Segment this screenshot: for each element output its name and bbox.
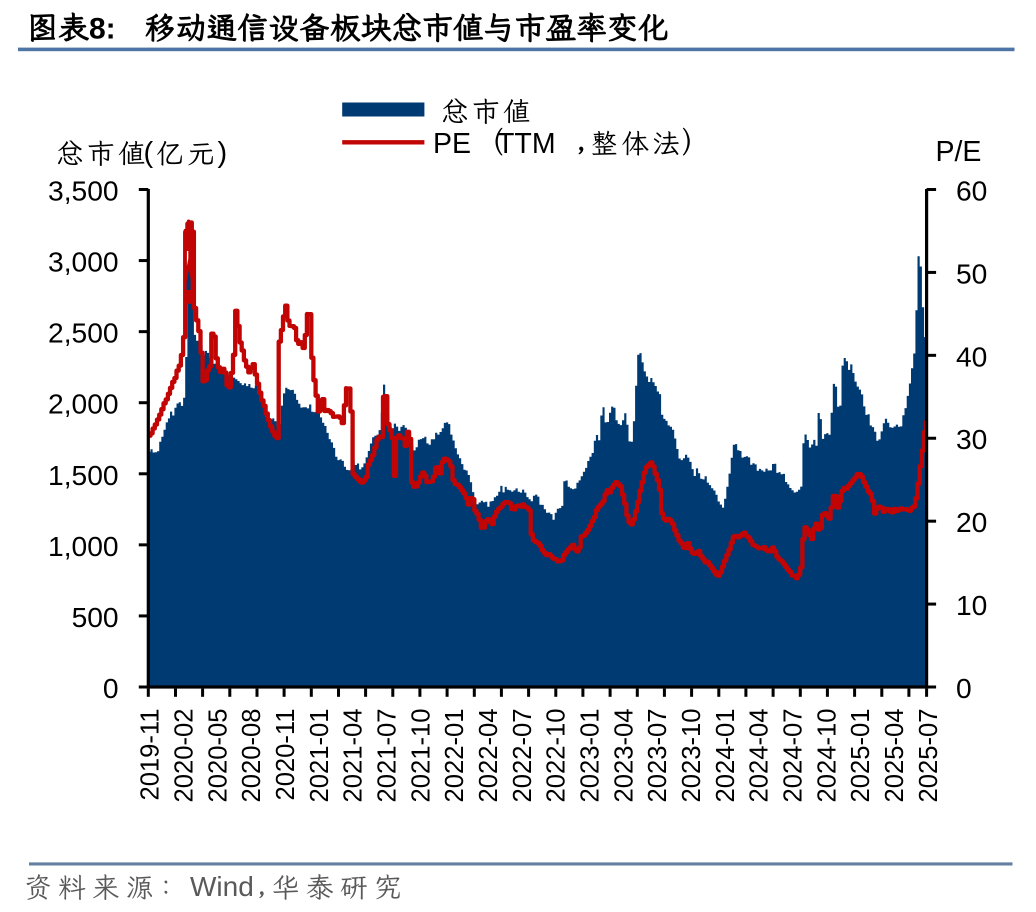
svg-text:20: 20 bbox=[956, 506, 987, 538]
svg-text:P/E: P/E bbox=[936, 136, 982, 168]
svg-text:2023-07: 2023-07 bbox=[644, 709, 672, 803]
svg-text:0: 0 bbox=[103, 672, 119, 704]
svg-text:3,000: 3,000 bbox=[48, 246, 119, 278]
svg-text:2023-10: 2023-10 bbox=[678, 709, 706, 803]
svg-text:2020-02: 2020-02 bbox=[171, 709, 199, 803]
svg-text:2023-01: 2023-01 bbox=[577, 709, 605, 803]
svg-text:2020-11: 2020-11 bbox=[272, 709, 300, 801]
svg-text:(: ( bbox=[144, 137, 154, 169]
svg-text:Wind: Wind bbox=[190, 871, 254, 902]
svg-text:2021-01: 2021-01 bbox=[306, 709, 334, 803]
svg-text:3,500: 3,500 bbox=[48, 175, 119, 207]
svg-text:2025-07: 2025-07 bbox=[915, 709, 943, 803]
svg-text:30: 30 bbox=[956, 423, 987, 455]
svg-text:0: 0 bbox=[956, 672, 972, 704]
svg-text:2020-08: 2020-08 bbox=[238, 709, 266, 803]
svg-text:10: 10 bbox=[956, 589, 987, 621]
svg-text:40: 40 bbox=[956, 340, 987, 372]
svg-text:2024-07: 2024-07 bbox=[780, 709, 808, 803]
svg-text:1,500: 1,500 bbox=[48, 459, 119, 491]
svg-text:500: 500 bbox=[72, 601, 119, 633]
svg-text:2019-11: 2019-11 bbox=[137, 709, 165, 801]
svg-text:2024-04: 2024-04 bbox=[746, 709, 774, 803]
svg-text:2022-01: 2022-01 bbox=[441, 709, 469, 803]
svg-text:2024-10: 2024-10 bbox=[813, 709, 841, 803]
svg-text:2,000: 2,000 bbox=[48, 388, 119, 420]
svg-text:2021-04: 2021-04 bbox=[340, 709, 368, 803]
svg-text:60: 60 bbox=[956, 175, 987, 207]
svg-text:2020-05: 2020-05 bbox=[204, 709, 232, 803]
svg-text:1,000: 1,000 bbox=[48, 530, 119, 562]
svg-text:2022-10: 2022-10 bbox=[543, 709, 571, 803]
svg-text:2023-04: 2023-04 bbox=[610, 709, 638, 803]
svg-text:50: 50 bbox=[956, 257, 987, 289]
svg-text:2022-04: 2022-04 bbox=[475, 709, 503, 803]
svg-text:2025-04: 2025-04 bbox=[881, 709, 909, 803]
svg-text:PE: PE bbox=[433, 128, 471, 160]
svg-text:2021-10: 2021-10 bbox=[407, 709, 435, 803]
svg-text:2024-01: 2024-01 bbox=[712, 709, 740, 803]
svg-text:2021-07: 2021-07 bbox=[374, 709, 402, 803]
svg-text:2025-01: 2025-01 bbox=[847, 709, 875, 803]
svg-text:8:: 8: bbox=[89, 13, 116, 46]
svg-text:2,500: 2,500 bbox=[48, 317, 119, 349]
svg-text:): ) bbox=[218, 137, 228, 169]
svg-text:2022-07: 2022-07 bbox=[509, 709, 537, 803]
svg-text:TTM: TTM bbox=[497, 128, 556, 160]
